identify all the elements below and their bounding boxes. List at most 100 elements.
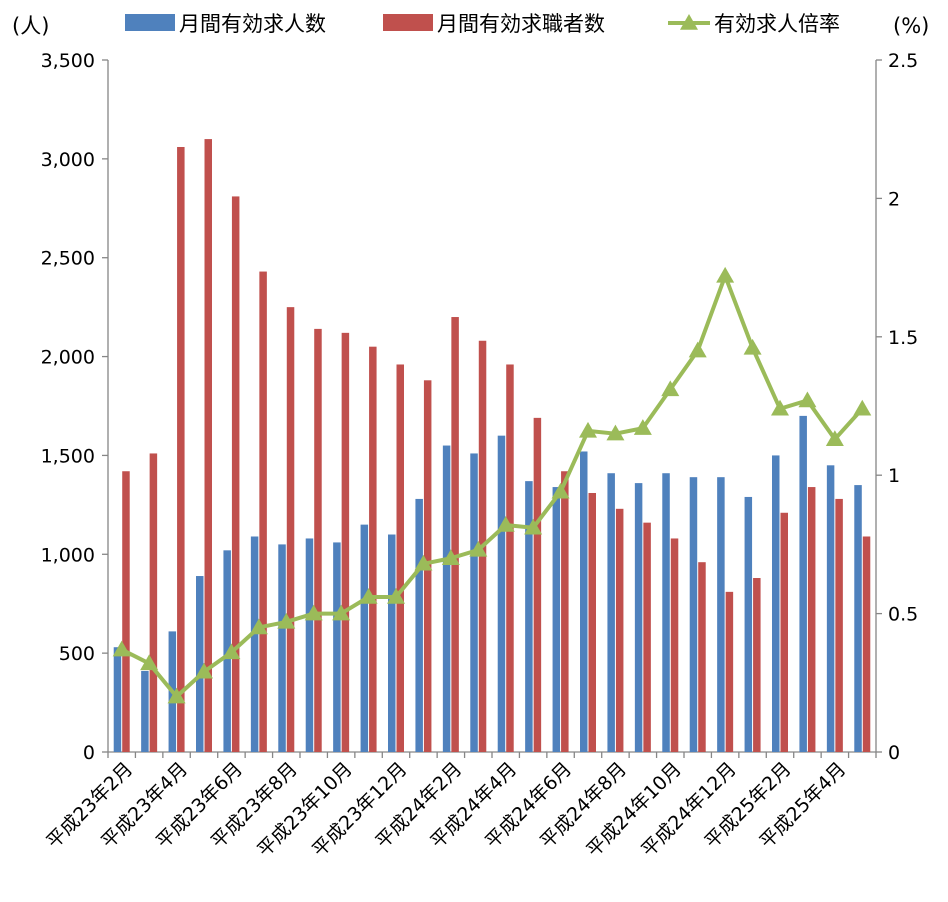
legend-label: 月間有効求職者数 (437, 12, 605, 36)
left-tick-label: 3,000 (41, 149, 95, 171)
ratio-marker (551, 482, 570, 499)
job-seekers-bar (753, 578, 761, 752)
chart-legend: 月間有効求人数 月間有効求職者数 有効求人倍率 (125, 12, 840, 36)
job-seekers-bar (149, 453, 158, 752)
job-offers-bar (634, 483, 643, 752)
job-seekers-bar (725, 591, 734, 752)
ratio-line (120, 273, 864, 699)
ratio-marker (853, 399, 872, 416)
job-offers-bar (141, 670, 149, 752)
job-offers-bar (525, 481, 533, 752)
legend-swatch (125, 14, 175, 31)
ratio-marker (414, 554, 433, 571)
left-tick-label: 1,000 (41, 544, 95, 566)
x-tick-label: 平成23年12月 (308, 758, 411, 861)
ratio-marker (304, 604, 323, 621)
job-seekers-bar (231, 196, 240, 752)
job-seekers-bar (780, 512, 788, 752)
right-tick-label: 0.5 (888, 604, 918, 626)
job-seekers-bar (506, 364, 514, 752)
job-seekers-bar (122, 471, 130, 752)
job-offers-bar (607, 473, 615, 752)
ratio-marker (441, 549, 460, 565)
job-offers-bar (497, 435, 506, 752)
job-offers-bar (360, 524, 369, 752)
job-seekers-bar (643, 522, 651, 752)
job-offers-bar (305, 538, 314, 752)
left-tick-label: 3,500 (41, 50, 95, 72)
job-seekers-bar (835, 498, 843, 752)
left-axis-unit: (人) (12, 14, 49, 38)
ratio-marker (606, 424, 625, 441)
ratio-marker (633, 419, 652, 435)
ratio-marker (798, 391, 817, 408)
job-offers-bar (689, 477, 698, 752)
job-offers-bar (250, 536, 259, 752)
ratio-marker (167, 687, 186, 704)
ratio-marker (771, 399, 789, 416)
right-tick-label: 2.5 (888, 50, 918, 72)
job-seekers-bar (698, 562, 706, 752)
job-seekers-bar (615, 508, 624, 752)
job-seekers-bar (204, 139, 212, 753)
ratio-marker (277, 612, 296, 629)
right-tick-label: 2 (888, 188, 900, 210)
job-seekers-bar (396, 364, 404, 752)
right-tick-label: 1.5 (888, 327, 918, 349)
ratio-marker (387, 587, 405, 604)
ratio-marker (112, 640, 131, 657)
ratio-marker (359, 587, 378, 604)
job-seekers-bar (314, 328, 322, 752)
ratio-marker (222, 643, 241, 660)
x-tick-label: 平成24年12月 (637, 758, 740, 861)
right-tick-label: 1 (888, 465, 900, 487)
ratio-marker (688, 341, 707, 358)
job-seekers-bar (341, 332, 350, 752)
ratio-marker (140, 654, 159, 671)
ratio-marker (579, 421, 597, 438)
job-seekers-bar (561, 471, 569, 752)
legend-label: 有効求人倍率 (714, 12, 840, 36)
job-offers-bar (196, 576, 204, 752)
job-offers-bar (552, 487, 561, 752)
job-offers-bar (826, 465, 835, 752)
right-axis-unit: (%) (893, 14, 929, 38)
left-tick-label: 2,000 (41, 347, 95, 369)
job-offers-bar (442, 445, 451, 752)
job-seekers-bar (451, 317, 459, 752)
job-seekers-bar (807, 487, 816, 752)
ratio-marker (743, 338, 762, 355)
job-offers-bar (333, 542, 341, 752)
job-seekers-bar (588, 492, 596, 752)
job-offers-bar (470, 453, 478, 752)
ratio-marker (661, 380, 680, 397)
ratio-marker (496, 516, 515, 532)
job-offers-bar (278, 544, 286, 752)
job-seekers-bar (369, 346, 377, 752)
left-tick-label: 2,500 (41, 248, 95, 270)
job-seekers-bar (177, 146, 185, 753)
ratio-marker (249, 618, 268, 635)
job-offers-bar (717, 477, 725, 752)
job-seekers-bar (286, 307, 295, 752)
legend-swatch (383, 14, 433, 31)
ratio-marker (195, 662, 213, 679)
legend-marker (680, 14, 698, 30)
job-offers-bar (744, 496, 753, 752)
job-offers-bar (662, 473, 670, 752)
legend-label: 月間有効求人数 (179, 12, 326, 36)
x-tick-label: 平成23年10月 (253, 758, 356, 861)
job-seekers-bar (533, 417, 542, 752)
ratio-marker (524, 518, 543, 535)
job-offers-bar (388, 534, 396, 752)
x-tick-label: 平成24年10月 (582, 758, 685, 861)
job-offers-bar (113, 647, 122, 752)
right-tick-label: 0 (888, 742, 900, 764)
job-seekers-bar (670, 538, 679, 752)
left-tick-label: 500 (59, 643, 95, 665)
job-offers-bar (580, 451, 588, 752)
ratio-marker (469, 540, 488, 557)
plot-area: 0 500 1,000 1,500 2,000 2,500 3,000 3,500 0 0.5 1 1… (41, 50, 919, 861)
job-offers-bar (415, 498, 423, 752)
